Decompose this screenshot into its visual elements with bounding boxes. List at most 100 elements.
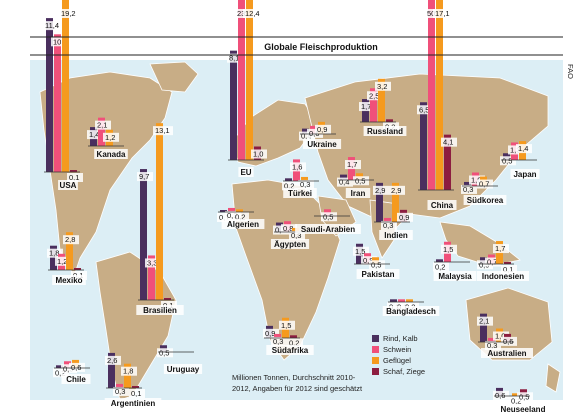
country-label: Chile (66, 375, 86, 384)
value-label: 13,1 (155, 126, 170, 135)
value-label: 0,5 (323, 212, 333, 221)
value-label-bg (43, 21, 63, 31)
bar (444, 134, 451, 190)
bar (156, 123, 163, 301)
value-label-bg (373, 185, 389, 195)
value-label-bg (243, 9, 263, 18)
value-label: 8,1 (229, 54, 239, 63)
value-label: 2,9 (391, 186, 401, 195)
bar (148, 255, 155, 300)
bar (384, 217, 391, 222)
value-label-bg (397, 212, 413, 222)
country-label: Kanada (97, 150, 126, 159)
region-group: 0,20,20,2Bangladesch (382, 299, 440, 316)
value-label-bg (493, 244, 509, 254)
value-label-bg (501, 265, 517, 274)
value-label-bg (493, 331, 509, 341)
value-label: 2,9 (375, 186, 385, 195)
value-label-bg (233, 212, 249, 222)
country-label: Uruguay (167, 365, 200, 374)
bar (464, 181, 471, 186)
country-label: Ägypten (274, 240, 306, 249)
bars-layer: 11,410,219,20,1USA1,42,11,2Kanada1,81,22… (43, 0, 549, 414)
new-zealand-shape (545, 363, 561, 393)
country-label: USA (60, 181, 77, 190)
note-line-2: 2012, Angaben für 2012 sind geschätzt (232, 384, 363, 393)
value-label-bg (321, 212, 337, 222)
region-group: 0,31,00,7 Südkorea (461, 172, 507, 205)
value-label: 0,5 (63, 364, 73, 373)
value-label: 1,8 (49, 249, 59, 258)
value-label-bg (227, 53, 243, 63)
country-label-bg (510, 169, 540, 179)
value-label: 19,2 (61, 9, 76, 18)
value-label: 9,7 (139, 172, 149, 181)
value-label: 6,5 (419, 105, 429, 114)
country-label-bg (221, 219, 265, 229)
value-label-bg (337, 177, 353, 187)
bar (480, 313, 487, 342)
value-label-bg (353, 176, 369, 186)
value-label: 1,8 (123, 367, 133, 376)
country-label-bg (58, 180, 78, 190)
bar (406, 299, 413, 302)
bar (370, 88, 377, 122)
value-label: 1,3 (510, 145, 520, 154)
value-label-bg (290, 162, 306, 172)
value-label: 3,2 (377, 82, 387, 91)
country-label: Malaysia (438, 272, 472, 281)
bar (246, 0, 253, 160)
value-label: 2,1 (479, 317, 489, 326)
value-label: 11,4 (45, 21, 59, 30)
country-label-bg (433, 271, 477, 281)
value-label-bg (493, 390, 509, 400)
legend-label: Schwein (383, 345, 411, 354)
bar (488, 337, 495, 342)
value-label: 0,2 (511, 396, 521, 405)
country-label-bg (427, 200, 457, 210)
value-label: 0,2 (435, 262, 445, 271)
legend-swatch (372, 335, 379, 342)
value-label: 1,0 (253, 150, 263, 159)
bar (70, 170, 77, 172)
country-label-bg (356, 269, 400, 279)
country-label-bg (481, 348, 533, 358)
value-label: 0,3 (115, 387, 125, 396)
country-label-bg (61, 374, 91, 384)
country-label: Russland (367, 127, 403, 136)
value-label: 1,4 (89, 130, 99, 139)
bar (398, 299, 405, 302)
bar (238, 0, 245, 160)
value-label: 1,7 (347, 160, 357, 169)
value-label: 0,7 (479, 180, 489, 189)
country-label: EU (240, 168, 251, 177)
value-label-bg (500, 156, 516, 166)
value-label-bg (353, 246, 369, 256)
country-label: Neuseeland (501, 405, 546, 414)
country-label-bg (379, 230, 413, 240)
north-america-shape (39, 71, 173, 278)
value-label-bg (517, 392, 533, 402)
legend-label: Geflügel (383, 356, 411, 365)
country-label-bg (104, 398, 162, 408)
value-label-bg (367, 91, 383, 101)
value-label: 0,6 (71, 363, 81, 372)
region-group: 1,42,1 1,2 Kanada (87, 117, 128, 159)
region-group: 0,5 1,31,4 Japan (500, 141, 540, 179)
bar (274, 333, 281, 338)
region-group: 1,81,22,80,1Mexiko (47, 232, 87, 285)
country-label: Australien (487, 349, 526, 358)
value-label-bg (63, 235, 79, 245)
value-label-bg (282, 181, 298, 191)
value-label-bg (381, 220, 397, 230)
value-label-bg (137, 172, 153, 182)
bar (390, 299, 397, 302)
value-label: 0,1 (69, 173, 79, 182)
value-label: 2,6 (107, 356, 117, 365)
country-label-bg (363, 126, 407, 136)
value-label: 1,5 (355, 247, 365, 256)
value-label-bg (55, 256, 71, 266)
source-label: FAO (566, 64, 575, 79)
